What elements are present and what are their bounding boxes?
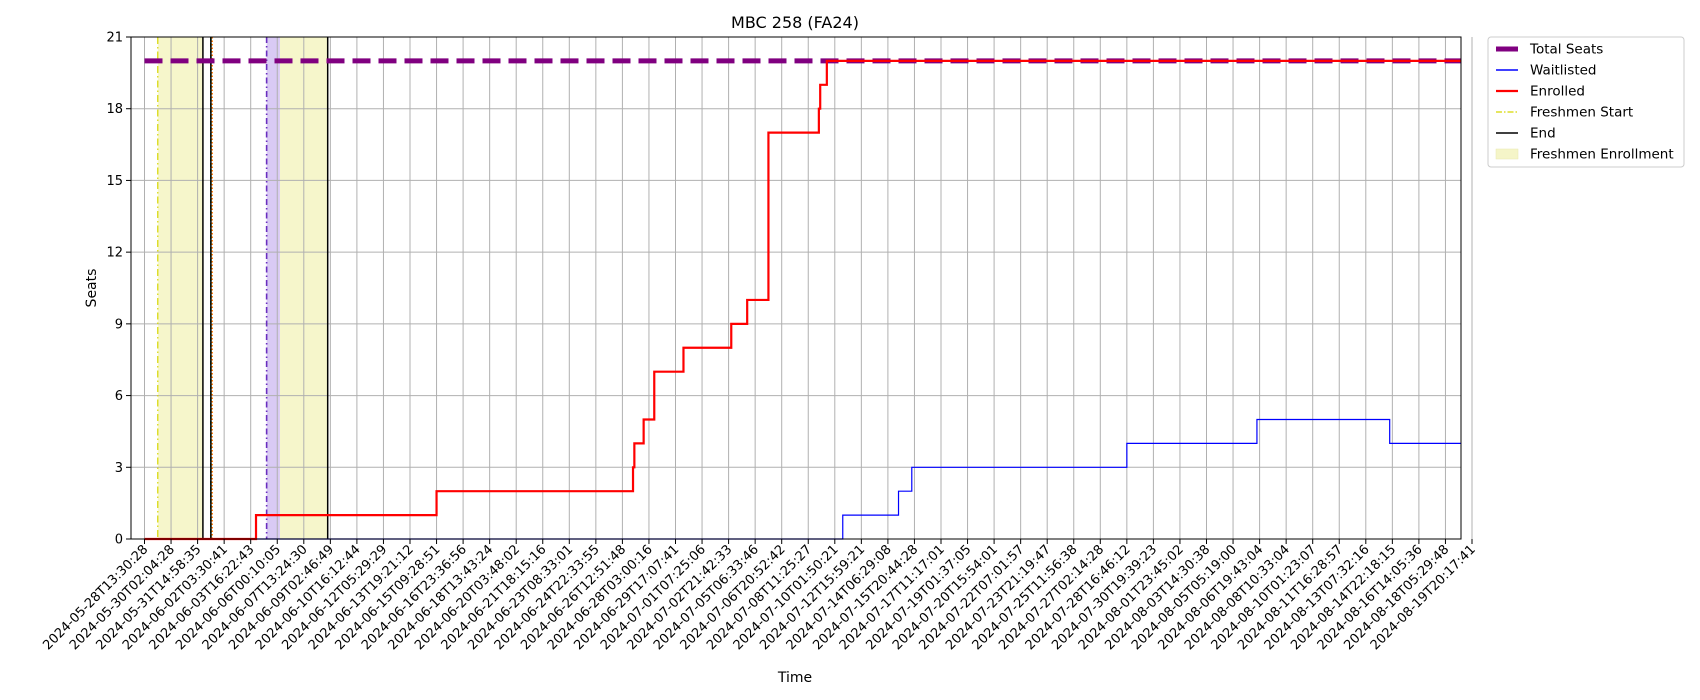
legend-item: Freshmen Enrollment bbox=[1495, 147, 1674, 163]
legend-frame bbox=[1487, 36, 1685, 168]
y-tick-label: 12 bbox=[106, 246, 123, 261]
x-axis-title: Time bbox=[777, 670, 812, 686]
y-tick-label: 21 bbox=[106, 31, 123, 46]
y-tick-label: 15 bbox=[106, 174, 123, 189]
x-axis: 2024-05-28T13:30:282024-05-30T02:04:2820… bbox=[40, 539, 1479, 653]
y-axis-title: Seats bbox=[84, 269, 100, 308]
legend-item: End bbox=[1496, 126, 1556, 142]
legend-item: Total Seats bbox=[1496, 42, 1603, 58]
legend-label: Freshmen Start bbox=[1530, 105, 1633, 121]
waitlisted-series-line bbox=[144, 418, 1461, 540]
legend-items: Total Seats Waitlisted Enrolled Freshmen St… bbox=[1495, 42, 1674, 163]
legend-label: Freshmen Enrollment bbox=[1530, 147, 1674, 163]
legend-item: Waitlisted bbox=[1496, 63, 1597, 79]
legend-swatch bbox=[1495, 148, 1519, 160]
vertical-markers-layer bbox=[157, 37, 329, 539]
legend-label: Total Seats bbox=[1529, 42, 1603, 58]
y-axis: 0 3 6 9 12 15 18 21 bbox=[106, 31, 131, 548]
legend-label: Enrolled bbox=[1530, 84, 1585, 100]
series-layer bbox=[144, 58, 1461, 541]
y-tick-label: 0 bbox=[115, 533, 123, 548]
legend-item: Freshmen Start bbox=[1496, 105, 1633, 121]
enrolled-series-line bbox=[144, 59, 1461, 541]
freshmen-enrollment-span bbox=[157, 37, 203, 539]
legend-label: Waitlisted bbox=[1530, 63, 1597, 79]
highlight-span bbox=[266, 37, 280, 539]
plot-area bbox=[130, 36, 1473, 541]
chart-title: MBC 258 (FA24) bbox=[731, 13, 859, 32]
legend: Total Seats Waitlisted Enrolled Freshmen St… bbox=[1487, 36, 1685, 168]
y-tick-label: 18 bbox=[106, 102, 123, 117]
y-tick-label: 9 bbox=[115, 317, 123, 332]
plot-frame bbox=[130, 36, 1462, 540]
legend-label: End bbox=[1530, 126, 1556, 142]
plot-background bbox=[131, 37, 1461, 539]
legend-item: Enrolled bbox=[1496, 84, 1585, 100]
y-tick-label: 3 bbox=[115, 461, 123, 476]
y-tick-label: 6 bbox=[115, 389, 123, 404]
